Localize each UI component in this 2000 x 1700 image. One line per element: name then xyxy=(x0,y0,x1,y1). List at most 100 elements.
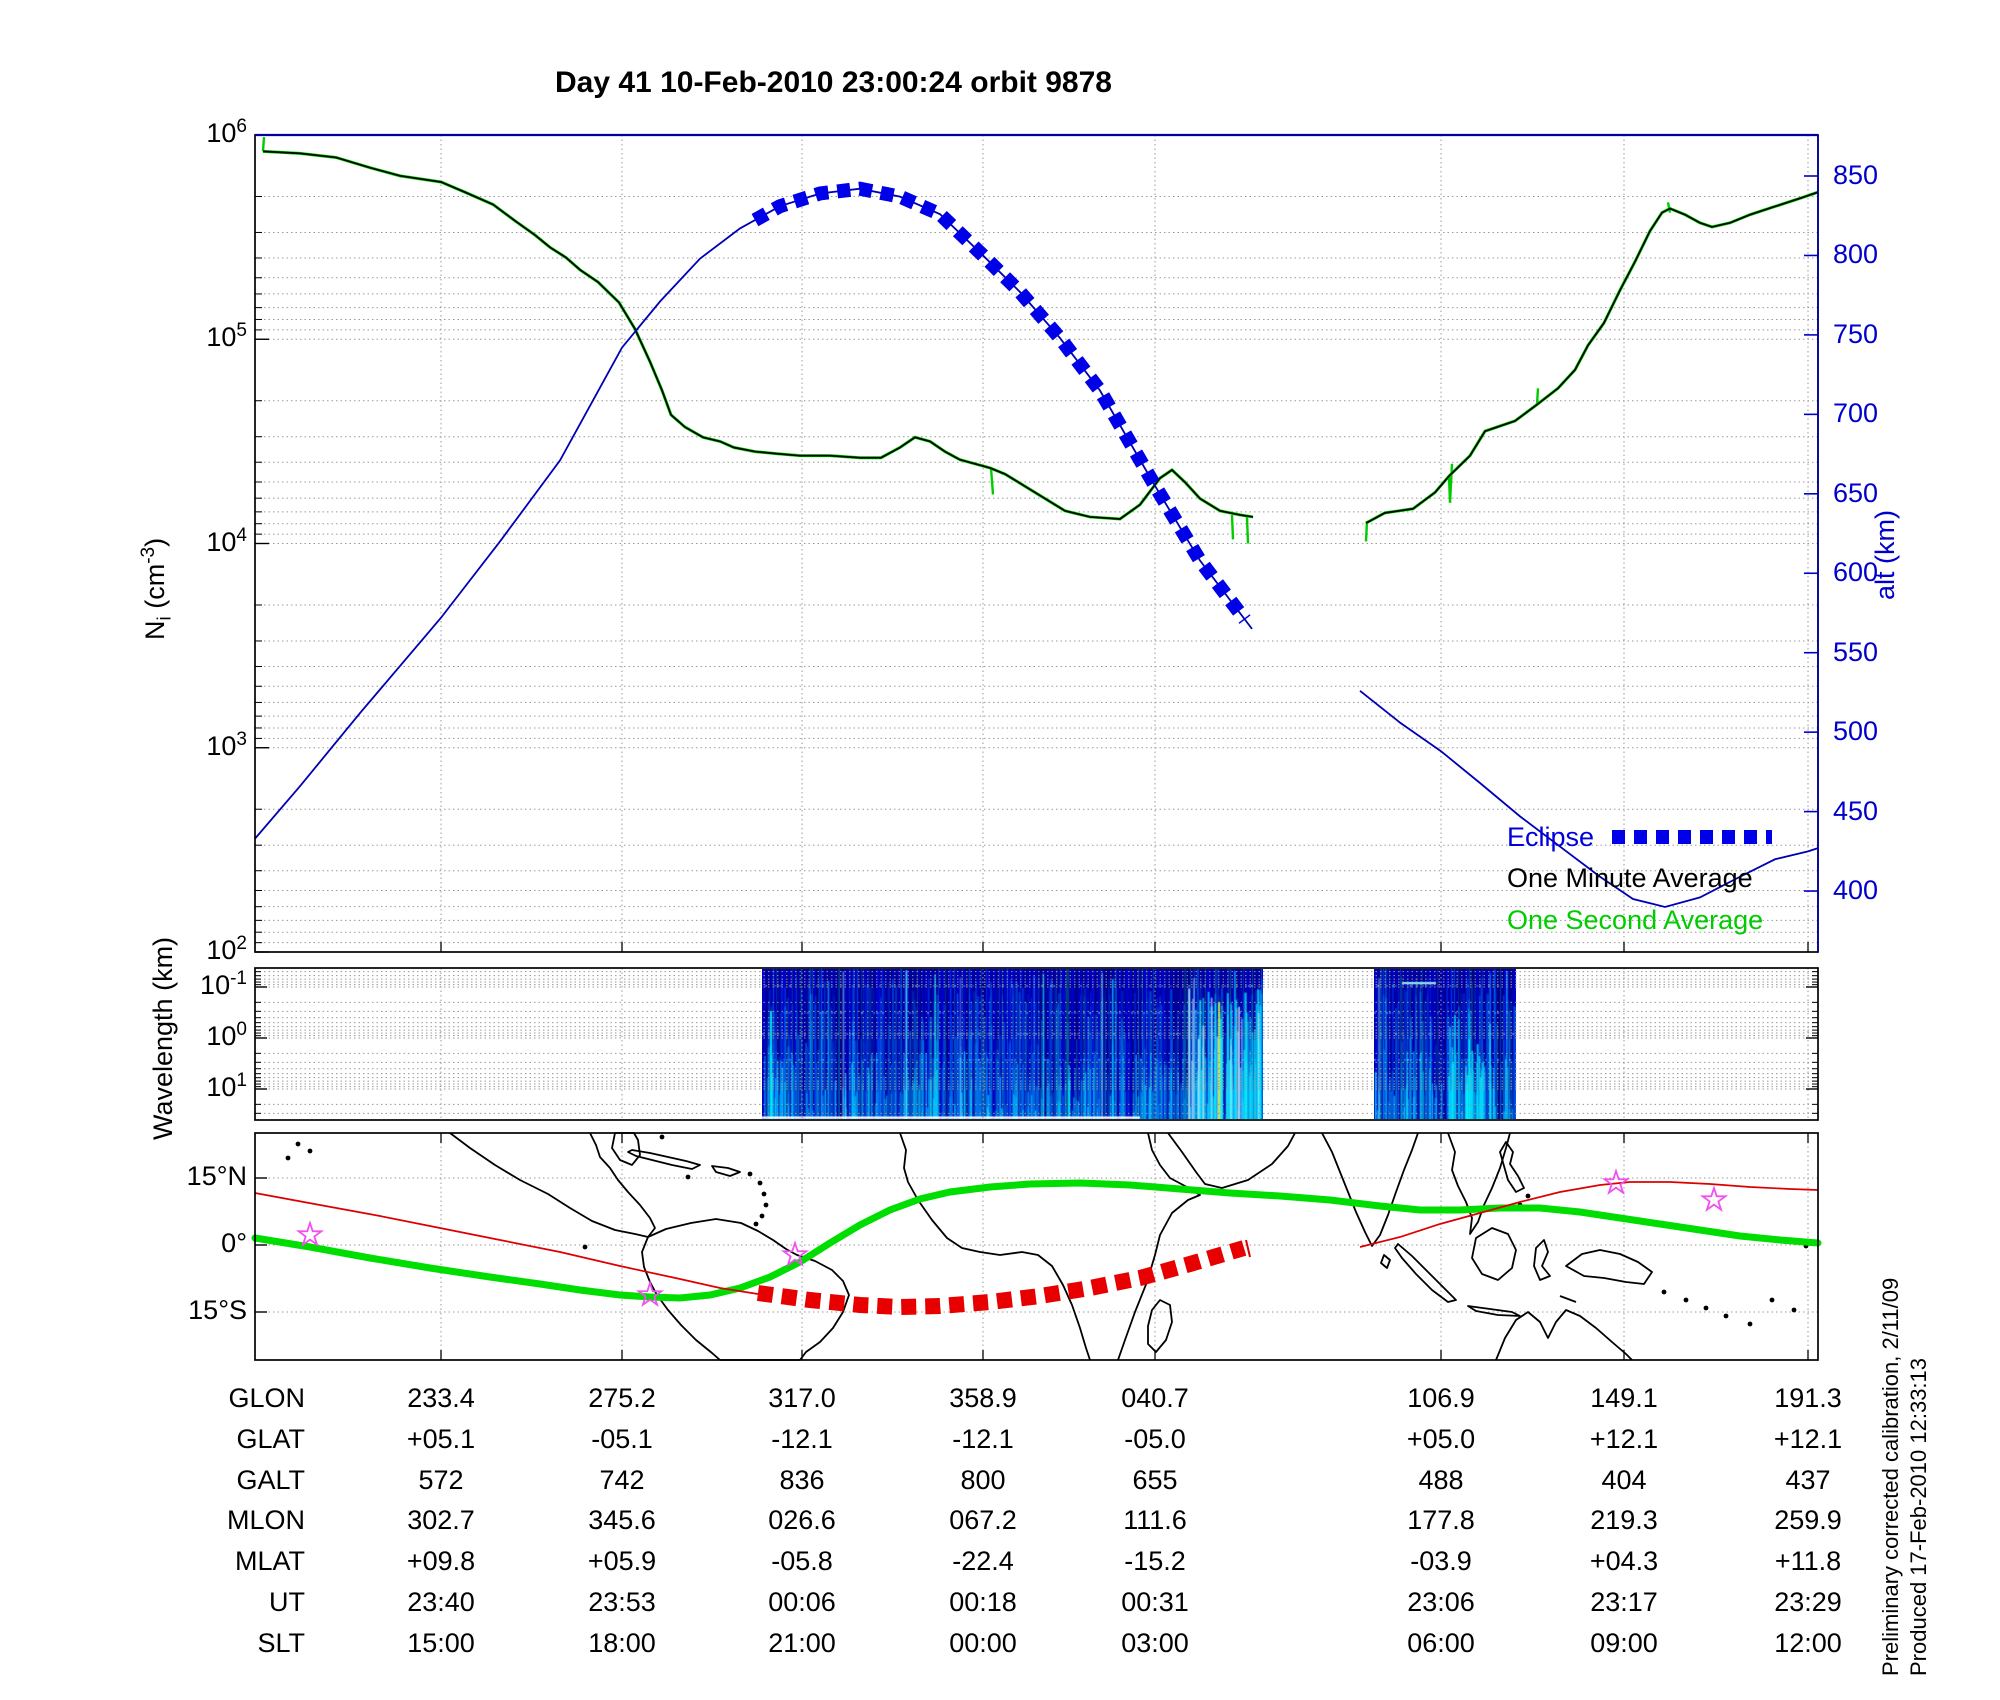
coastline xyxy=(1559,1295,1577,1303)
table-cell: 404 xyxy=(1601,1464,1647,1495)
island-dot xyxy=(285,1155,291,1161)
island-dot xyxy=(295,1141,301,1147)
one-second-spike xyxy=(1245,516,1250,544)
island-dot xyxy=(307,1148,313,1154)
ni-axis-mid: (cm xyxy=(140,563,170,617)
coastline-island xyxy=(1394,1243,1457,1303)
footnote-produced: Produced 17-Feb-2010 12:33:13 xyxy=(1906,1357,1931,1676)
table-cell: +05.9 xyxy=(587,1546,657,1577)
alt-tick-label: 850 xyxy=(1833,160,1879,190)
table-cell: 317.0 xyxy=(768,1383,836,1413)
ground-station-star xyxy=(1601,1168,1631,1196)
island-dot xyxy=(757,1180,763,1186)
table-cell: -03.9 xyxy=(1410,1546,1472,1577)
table-cell: 15:00 xyxy=(407,1627,475,1658)
table-row-label: MLON xyxy=(226,1505,305,1536)
table-cell: 00:06 xyxy=(768,1587,836,1617)
island-dot xyxy=(759,1213,765,1219)
spectrogram-block-1 xyxy=(762,969,1263,1119)
table-cell: 00:31 xyxy=(1121,1587,1189,1617)
ni-tick-label: 104 xyxy=(206,524,247,557)
table-cell: 106.9 xyxy=(1407,1383,1475,1413)
coastline xyxy=(1167,1132,1296,1189)
table-row-label: GALT xyxy=(236,1464,305,1495)
island-dot xyxy=(1803,1243,1809,1249)
ground-track-line xyxy=(254,1192,759,1295)
one-second-spike xyxy=(1666,202,1672,213)
table-cell: 177.8 xyxy=(1407,1505,1475,1536)
coastline xyxy=(589,1132,656,1238)
island-dot xyxy=(747,1171,753,1177)
island-dot xyxy=(1769,1297,1775,1303)
ni-axis-label: Ni (cm-3) xyxy=(138,538,176,640)
coastline-island xyxy=(1533,1239,1551,1281)
table-cell: +09.8 xyxy=(406,1546,476,1577)
wavelength-tick-label: 10-1 xyxy=(200,968,247,1000)
alt-tick-label: 500 xyxy=(1833,716,1879,747)
coastline xyxy=(449,1132,649,1238)
map-lat-label: 0° xyxy=(221,1228,247,1258)
legend-one-second-label: One Second Average xyxy=(1507,905,1764,935)
plot-title: Day 41 10-Feb-2010 23:00:24 orbit 9878 xyxy=(555,66,1112,99)
wavelength-tick-label: 101 xyxy=(206,1070,247,1102)
island-dot xyxy=(761,1191,767,1197)
table-cell: 067.2 xyxy=(949,1505,1017,1536)
altitude-curve xyxy=(254,187,1253,840)
coastline-island xyxy=(641,1218,850,1361)
legend-one-minute-label: One Minute Average xyxy=(1507,863,1753,893)
wavelength-axis-label: Wavelength (km) xyxy=(148,936,178,1140)
ni-axis-end: ) xyxy=(140,537,170,547)
table-cell: +05.1 xyxy=(406,1423,476,1454)
table-cell: 800 xyxy=(960,1464,1006,1495)
footnote-calibration: Preliminary corrected calibration, 2/11/… xyxy=(1878,1277,1903,1676)
one-second-spike xyxy=(1447,476,1452,503)
ground-station-star xyxy=(635,1280,665,1308)
table-cell: 572 xyxy=(418,1464,464,1495)
table-cell: 12:00 xyxy=(1774,1627,1842,1658)
table-cell: 18:00 xyxy=(588,1627,656,1658)
table-cell: -12.1 xyxy=(771,1423,833,1454)
table-cell: 23:40 xyxy=(407,1587,475,1617)
island-dot xyxy=(1683,1297,1689,1303)
table-row-label: SLT xyxy=(257,1627,305,1658)
table-cell: -05.1 xyxy=(591,1423,653,1454)
table-cell: 191.3 xyxy=(1774,1383,1842,1413)
table-cell: 23:06 xyxy=(1407,1587,1475,1617)
ni-axis-sub: i xyxy=(154,616,176,621)
alt-tick-label: 700 xyxy=(1833,398,1879,429)
table-cell: 302.7 xyxy=(407,1505,475,1536)
one-second-spike xyxy=(1535,388,1540,405)
island-dot xyxy=(1661,1289,1667,1295)
table-cell: 836 xyxy=(779,1464,825,1495)
table-cell: +05.0 xyxy=(1406,1423,1476,1454)
table-cell: -05.8 xyxy=(771,1546,833,1577)
coastline-island xyxy=(711,1165,741,1177)
table-cell: 09:00 xyxy=(1590,1627,1658,1658)
one-second-spike xyxy=(1230,514,1235,540)
map-lat-label: 15°S xyxy=(188,1295,247,1325)
table-cell: 23:53 xyxy=(588,1587,656,1617)
alt-tick-label: 550 xyxy=(1833,636,1879,667)
ground-station-star xyxy=(780,1240,810,1268)
table-cell: 358.9 xyxy=(949,1383,1017,1413)
ni-tick-label: 105 xyxy=(206,320,247,353)
map-panel-border xyxy=(254,1132,1819,1361)
table-cell: +12.1 xyxy=(1589,1423,1659,1454)
alt-tick-label: 450 xyxy=(1833,795,1879,826)
table-row-label: GLON xyxy=(228,1383,305,1413)
table-cell: +11.8 xyxy=(1774,1546,1842,1577)
table-cell: 219.3 xyxy=(1590,1505,1658,1536)
coastline-island xyxy=(611,1132,641,1166)
one-second-spike xyxy=(261,136,266,152)
table-cell: 040.7 xyxy=(1121,1383,1189,1413)
island-dot xyxy=(659,1134,665,1140)
island-dot xyxy=(1517,1202,1523,1208)
ground-track-line xyxy=(1359,1181,1819,1248)
spectrogram-block-2 xyxy=(1374,969,1516,1119)
table-cell: +04.3 xyxy=(1589,1546,1659,1577)
one-second-spike xyxy=(989,467,995,495)
map-lat-label: 15°N xyxy=(186,1161,247,1191)
coastline-island xyxy=(1380,1254,1391,1269)
ni-tick-label: 106 xyxy=(206,116,247,148)
